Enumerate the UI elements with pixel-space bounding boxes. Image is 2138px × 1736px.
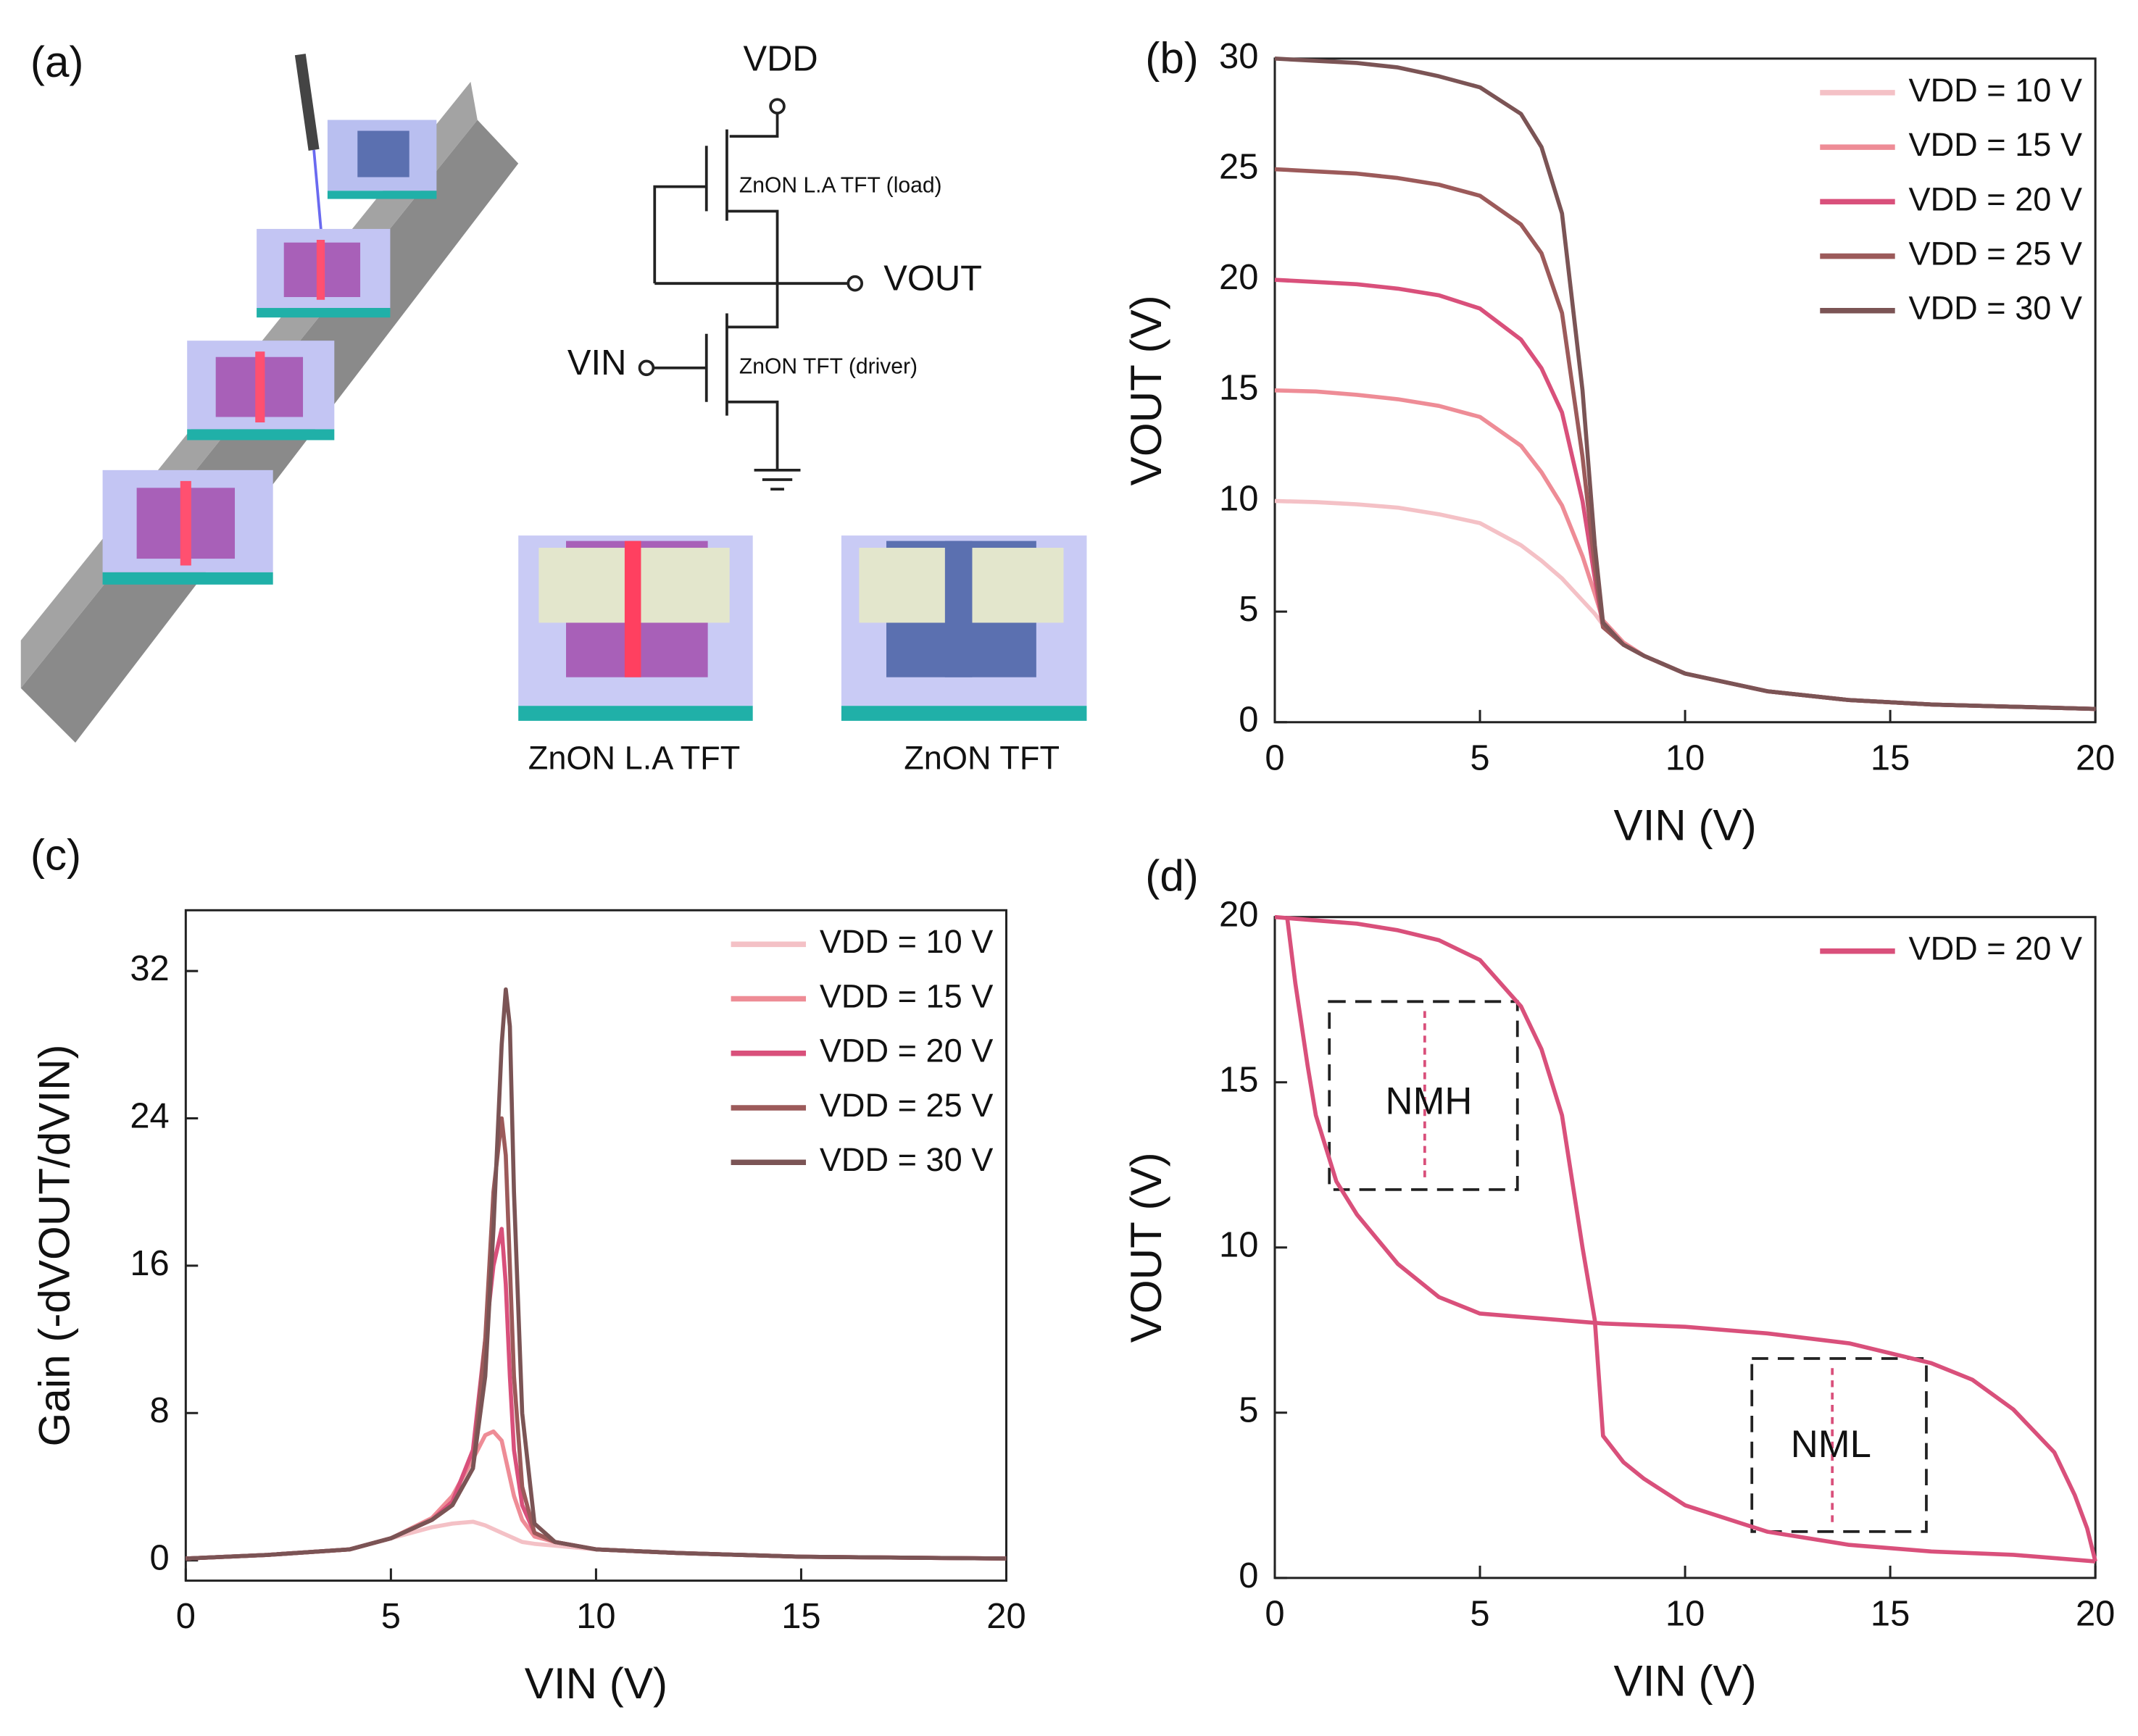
device-la	[518, 535, 753, 721]
x-tick-label: 5	[1470, 738, 1489, 777]
y-tick-label: 30	[1219, 37, 1258, 76]
vout-label: VOUT	[883, 259, 982, 298]
legend-label: VDD = 20 V	[1909, 930, 2083, 967]
y-tick-label: 15	[1219, 1061, 1258, 1100]
series-line	[1274, 57, 2096, 711]
y-axis-label: VOUT (V)	[1122, 1152, 1170, 1343]
x-axis-label: VIN (V)	[1613, 1656, 1756, 1705]
load-label: ZnON L.A TFT (load)	[739, 174, 942, 198]
noise-margin-arrows	[1423, 1011, 1834, 1522]
circuit	[638, 98, 864, 491]
y-axis-label: VOUT (V)	[1122, 295, 1170, 485]
device-plain	[841, 535, 1087, 721]
x-tick-label: 20	[2076, 1594, 2115, 1633]
y-tick-label: 25	[1219, 147, 1258, 186]
x-tick-label: 10	[1665, 1594, 1705, 1633]
x-tick-label: 0	[1265, 1594, 1284, 1633]
legend-label: VDD = 15 V	[1909, 126, 2083, 163]
vdd-label: VDD	[744, 40, 818, 79]
series-line	[1274, 498, 2096, 711]
legend-label: VDD = 10 V	[820, 923, 994, 960]
conveyor	[20, 54, 519, 743]
legend-label: VDD = 20 V	[1909, 180, 2083, 217]
x-tick-label: 5	[1470, 1594, 1489, 1633]
panel-label: (d)	[1145, 851, 1199, 900]
y-tick-label: 10	[1219, 1226, 1258, 1265]
series-line	[186, 1116, 1007, 1561]
x-tick-label: 15	[1871, 738, 1910, 777]
x-tick-label: 20	[2076, 738, 2115, 777]
x-tick-label: 0	[176, 1597, 196, 1636]
x-tick-label: 20	[986, 1597, 1026, 1636]
y-tick-label: 20	[1219, 258, 1258, 297]
x-tick-label: 10	[1665, 738, 1705, 777]
annotation: NML	[1791, 1423, 1871, 1466]
noise-margin-boxes	[1328, 1000, 1928, 1533]
legend-label: VDD = 20 V	[820, 1032, 994, 1069]
legend-label: VDD = 30 V	[820, 1141, 994, 1178]
y-tick-label: 0	[1239, 1556, 1258, 1595]
x-tick-label: 15	[1871, 1594, 1910, 1633]
series-line	[186, 1429, 1007, 1561]
driver-label: ZnON TFT (driver)	[739, 355, 918, 379]
y-axis-label: Gain (-dVOUT/dVIN)	[30, 1044, 78, 1446]
vin-label: VIN	[567, 343, 626, 383]
y-tick-label: 16	[130, 1244, 169, 1283]
x-tick-label: 10	[576, 1597, 615, 1636]
y-tick-label: 0	[150, 1539, 170, 1578]
y-tick-label: 20	[1219, 896, 1258, 935]
y-tick-label: 10	[1219, 479, 1258, 518]
plot-frame	[1273, 916, 2097, 1579]
x-axis-label: VIN (V)	[1613, 801, 1756, 849]
device-label: ZnON L.A TFT	[528, 739, 741, 776]
x-tick-label: 5	[381, 1597, 401, 1636]
legend-label: VDD = 25 V	[820, 1087, 994, 1124]
y-tick-label: 0	[1239, 701, 1258, 740]
y-tick-label: 32	[130, 949, 169, 988]
annotation: NMH	[1386, 1080, 1473, 1122]
series-line	[1274, 388, 2096, 711]
y-tick-label: 24	[130, 1096, 169, 1135]
series-line	[1285, 917, 2097, 1562]
device-label: ZnON TFT	[904, 739, 1060, 776]
y-tick-label: 15	[1219, 369, 1258, 408]
panel-label: (b)	[1145, 34, 1199, 83]
x-tick-label: 15	[781, 1597, 820, 1636]
x-axis-label: VIN (V)	[525, 1659, 667, 1708]
legend-label: VDD = 30 V	[1909, 290, 2083, 327]
series-line	[1274, 277, 2096, 711]
y-tick-label: 5	[1239, 1391, 1258, 1430]
series-line	[186, 1227, 1007, 1561]
legend-label: VDD = 25 V	[1909, 235, 2083, 272]
series-line	[1274, 914, 2096, 1564]
y-tick-label: 8	[150, 1391, 170, 1430]
series-line	[186, 987, 1007, 1561]
legend-label: VDD = 15 V	[820, 977, 994, 1014]
panel-label: (a)	[30, 38, 84, 86]
legend-label: VDD = 10 V	[1909, 72, 2083, 109]
panel-label: (c)	[30, 831, 81, 880]
y-tick-label: 5	[1239, 590, 1258, 629]
x-tick-label: 0	[1265, 738, 1284, 777]
